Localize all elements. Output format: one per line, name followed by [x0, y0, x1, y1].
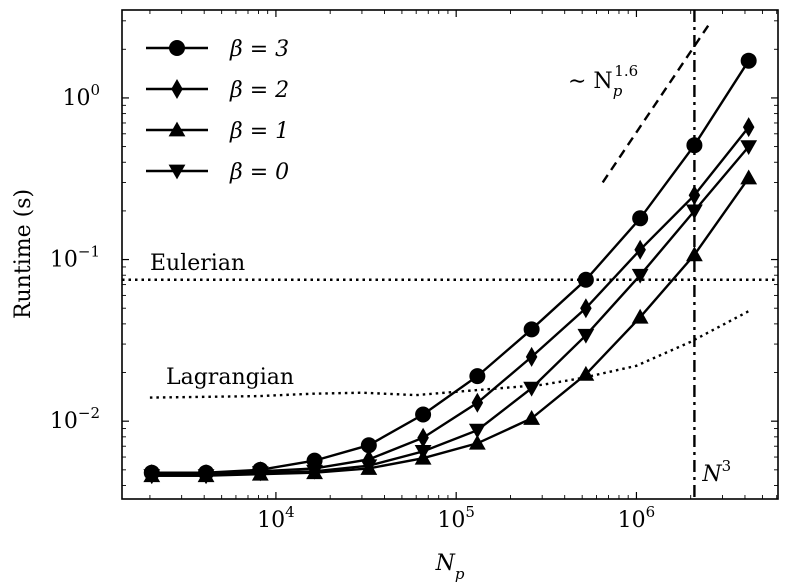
series-group — [143, 52, 758, 485]
plot-frame — [121, 9, 779, 500]
marker-triangle-down — [577, 328, 595, 344]
x-tick-label: 105 — [437, 503, 475, 533]
marker-circle — [360, 437, 377, 454]
marker-triangle-down — [740, 140, 758, 155]
marker-diamond — [171, 79, 183, 99]
marker-diamond — [742, 117, 755, 138]
legend-item: β = 0 — [146, 160, 289, 185]
series-line — [151, 60, 750, 474]
marker-diamond — [580, 298, 592, 319]
tick-labels: 104 105 106 10−2 10−1 100 — [50, 81, 655, 533]
marker-triangle-up — [577, 365, 595, 381]
legend-item: β = 1 — [146, 119, 289, 144]
marker-circle — [577, 271, 594, 288]
marker-triangle-down — [143, 469, 161, 485]
marker-diamond — [525, 346, 538, 367]
marker-circle — [632, 210, 649, 227]
legend-item: β = 3 — [146, 37, 289, 62]
y-tick-label: 100 — [62, 81, 100, 111]
x-axis-label: Np — [435, 551, 465, 583]
marker-triangle-down — [168, 164, 186, 180]
y-tick-label: 10−2 — [50, 404, 100, 434]
y-axis-label: Runtime (s) — [11, 189, 36, 319]
annotations: Eulerian Lagrangian N3 ∼ Np1.6 — [150, 62, 731, 487]
marker-triangle-down — [686, 204, 703, 220]
marker-circle — [169, 40, 185, 56]
legend-label: β = 3 — [229, 37, 289, 62]
marker-triangle-down — [468, 423, 486, 439]
axis-ticks — [122, 10, 778, 499]
marker-triangle-down — [306, 464, 323, 480]
marker-circle — [686, 137, 703, 154]
marker-circle — [740, 52, 757, 69]
y-tick-label: 10−1 — [50, 243, 100, 273]
scaling-label: ∼ Np1.6 — [568, 62, 638, 100]
marker-circle — [469, 368, 486, 385]
marker-triangle-up — [631, 308, 649, 324]
marker-triangle-down — [414, 445, 432, 460]
marker-triangle-down — [360, 459, 378, 475]
series-line — [151, 126, 750, 476]
marker-triangle-down — [197, 469, 215, 485]
marker-diamond — [688, 185, 701, 206]
marker-triangle-down — [251, 466, 269, 482]
scaling-line — [601, 24, 710, 184]
marker-triangle-up — [468, 434, 486, 450]
marker-triangle-down — [523, 381, 541, 397]
lagrangian-label: Lagrangian — [166, 365, 294, 390]
marker-diamond — [634, 239, 646, 260]
legend-label: β = 2 — [229, 78, 289, 103]
marker-triangle-up — [686, 246, 703, 262]
marker-triangle-up — [740, 169, 758, 185]
marker-diamond — [417, 427, 429, 448]
legend-label: β = 1 — [229, 119, 289, 144]
marker-circle — [415, 406, 432, 423]
legend-label: β = 0 — [229, 160, 289, 185]
marker-triangle-up — [168, 121, 186, 137]
x-tick-label: 104 — [257, 503, 295, 533]
marker-diamond — [471, 392, 484, 413]
x-tick-label: 106 — [618, 503, 656, 533]
legend: β = 3 β = 2 β = 1 β = 0 — [146, 37, 289, 185]
series-line — [151, 145, 750, 477]
n3-label: N3 — [701, 457, 731, 487]
marker-triangle-down — [631, 268, 649, 284]
legend-item: β = 2 — [146, 78, 289, 103]
series-line — [151, 177, 750, 477]
eulerian-label: Eulerian — [150, 251, 245, 276]
series-triangle-down — [143, 140, 758, 485]
marker-triangle-up — [523, 410, 541, 425]
marker-circle — [523, 321, 540, 338]
